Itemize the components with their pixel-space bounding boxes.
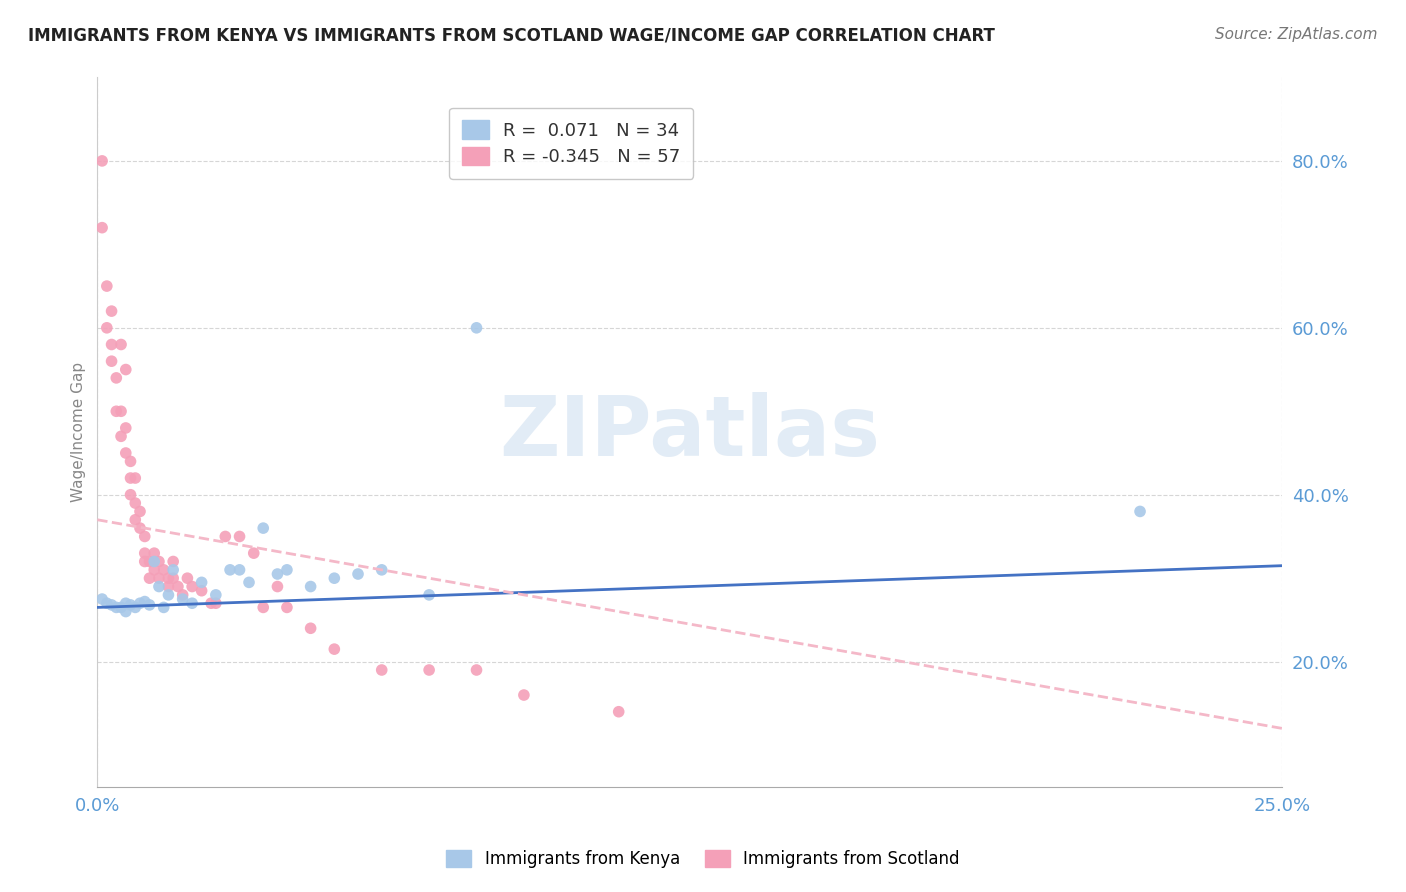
Point (114, 596, 136, 610)
Point (370, 563, 392, 577)
Point (120, 454, 142, 468)
Point (114, 605, 136, 619)
Point (114, 446, 136, 460)
Point (228, 529, 250, 543)
Point (181, 580, 204, 594)
Point (143, 563, 166, 577)
Point (167, 580, 190, 594)
Point (607, 705, 630, 719)
Point (162, 563, 184, 577)
Point (96, 321, 118, 335)
Point (162, 554, 184, 568)
Point (219, 563, 242, 577)
Point (465, 321, 488, 335)
Point (120, 471, 142, 485)
Point (172, 588, 194, 602)
Point (105, 404, 128, 418)
Point (100, 598, 122, 612)
Point (129, 596, 152, 610)
Point (120, 598, 142, 612)
Point (513, 688, 536, 702)
Legend: Immigrants from Kenya, Immigrants from Scotland: Immigrants from Kenya, Immigrants from S… (440, 843, 966, 875)
Point (242, 546, 264, 560)
Point (124, 600, 146, 615)
Point (299, 621, 322, 635)
Point (96, 279, 118, 293)
Point (299, 580, 322, 594)
Point (91, 153, 114, 168)
Point (205, 596, 228, 610)
Point (266, 567, 288, 582)
Point (114, 421, 136, 435)
Point (152, 600, 174, 615)
Point (1129, 504, 1152, 518)
Point (129, 521, 152, 535)
Point (134, 529, 156, 543)
Point (172, 592, 194, 607)
Point (276, 600, 298, 615)
Point (370, 663, 392, 677)
Point (228, 563, 250, 577)
Point (181, 596, 204, 610)
Point (205, 588, 228, 602)
Point (148, 571, 170, 585)
Point (347, 567, 370, 582)
Point (134, 554, 156, 568)
Point (138, 571, 160, 585)
Point (323, 571, 346, 585)
Point (157, 580, 180, 594)
Legend: R =  0.071   N = 34, R = -0.345   N = 57: R = 0.071 N = 34, R = -0.345 N = 57 (450, 108, 693, 179)
Point (124, 513, 146, 527)
Point (157, 571, 180, 585)
Point (91, 592, 114, 607)
Point (134, 546, 156, 560)
Text: Source: ZipAtlas.com: Source: ZipAtlas.com (1215, 27, 1378, 42)
Point (91, 220, 114, 235)
Point (110, 404, 132, 418)
Point (266, 580, 288, 594)
Point (120, 488, 142, 502)
Text: ZIPatlas: ZIPatlas (499, 392, 880, 473)
Y-axis label: Wage/Income Gap: Wage/Income Gap (72, 362, 86, 502)
Point (100, 304, 122, 318)
Point (114, 362, 136, 376)
Point (148, 580, 170, 594)
Point (100, 354, 122, 368)
Point (162, 571, 184, 585)
Point (96, 596, 118, 610)
Point (148, 554, 170, 568)
Point (418, 663, 440, 677)
Point (214, 529, 236, 543)
Point (252, 521, 274, 535)
Point (252, 600, 274, 615)
Point (465, 663, 488, 677)
Point (110, 600, 132, 615)
Point (418, 588, 440, 602)
Point (124, 471, 146, 485)
Point (152, 563, 174, 577)
Point (124, 496, 146, 510)
Point (143, 554, 166, 568)
Point (276, 563, 298, 577)
Point (176, 571, 198, 585)
Text: IMMIGRANTS FROM KENYA VS IMMIGRANTS FROM SCOTLAND WAGE/INCOME GAP CORRELATION CH: IMMIGRANTS FROM KENYA VS IMMIGRANTS FROM… (28, 27, 995, 45)
Point (138, 554, 160, 568)
Point (323, 642, 346, 657)
Point (143, 546, 166, 560)
Point (157, 588, 180, 602)
Point (105, 371, 128, 385)
Point (105, 600, 128, 615)
Point (100, 337, 122, 351)
Point (110, 337, 132, 351)
Point (129, 504, 152, 518)
Point (190, 583, 212, 598)
Point (200, 596, 222, 610)
Point (138, 598, 160, 612)
Point (134, 594, 156, 608)
Point (238, 575, 260, 590)
Point (110, 429, 132, 443)
Point (190, 575, 212, 590)
